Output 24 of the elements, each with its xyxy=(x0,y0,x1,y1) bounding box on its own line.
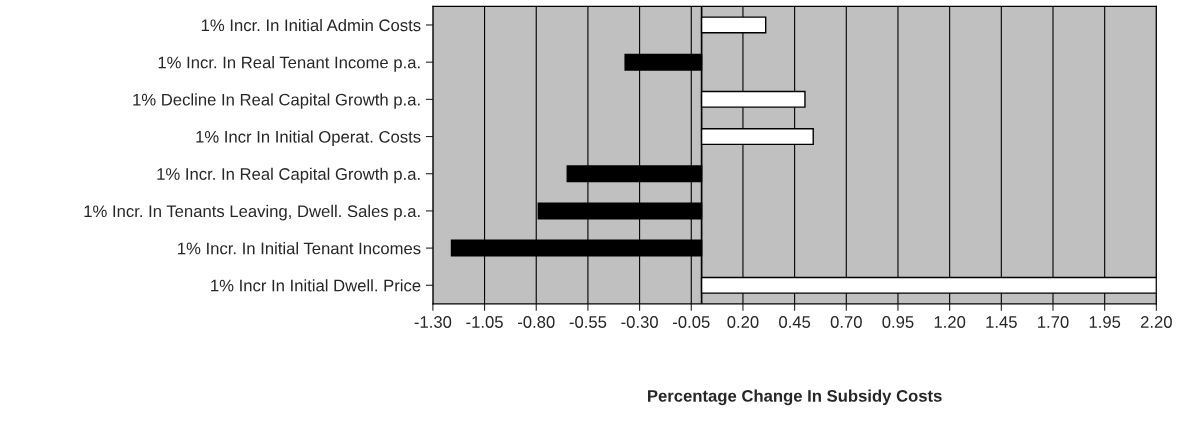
x-tick-label: 0.95 xyxy=(882,316,914,328)
y-tick-label: 1% Incr. In Tenants Leaving, Dwell. Sales p.a. xyxy=(84,204,420,221)
x-tick-label: 0.70 xyxy=(830,316,862,328)
x-tick-label: -1.30 xyxy=(414,316,452,328)
y-tick-label: 1% Incr. In Real Tenant Income p.a. xyxy=(158,56,420,72)
y-tick-label: 1% Incr In Initial Dwell. Price xyxy=(211,279,421,292)
y-tick-label: 1% Incr. In Real Capital Growth p.a. xyxy=(157,167,420,184)
x-tick-label: 1.95 xyxy=(1089,316,1121,328)
y-tick-label: 1% Incr In Initial Operat. Costs xyxy=(196,130,421,147)
x-tick-label: -1.05 xyxy=(466,316,503,328)
x-tick-label: 1.20 xyxy=(934,316,966,328)
x-tick-label: -0.80 xyxy=(517,316,555,328)
x-tick-label: -0.30 xyxy=(621,316,658,328)
x-tick-label: 0.20 xyxy=(727,316,759,328)
y-tick-label: 1% Decline In Real Capital Growth p.a. xyxy=(133,93,420,109)
y-tick-label: 1% Incr. In Initial Admin Costs xyxy=(201,18,421,32)
x-axis-title: Percentage Change In Subsidy Costs xyxy=(648,389,942,406)
x-tick-label: 1.45 xyxy=(986,316,1017,328)
x-tick-label: 0.45 xyxy=(779,316,811,328)
x-tick-label: 2.20 xyxy=(1140,316,1172,328)
y-tick-label: 1% Incr. In Initial Tenant Incomes xyxy=(178,242,421,255)
x-tick-label: -0.55 xyxy=(569,316,607,328)
x-tick-label: -0.05 xyxy=(673,316,710,328)
x-tick-label: 1.70 xyxy=(1038,316,1069,328)
